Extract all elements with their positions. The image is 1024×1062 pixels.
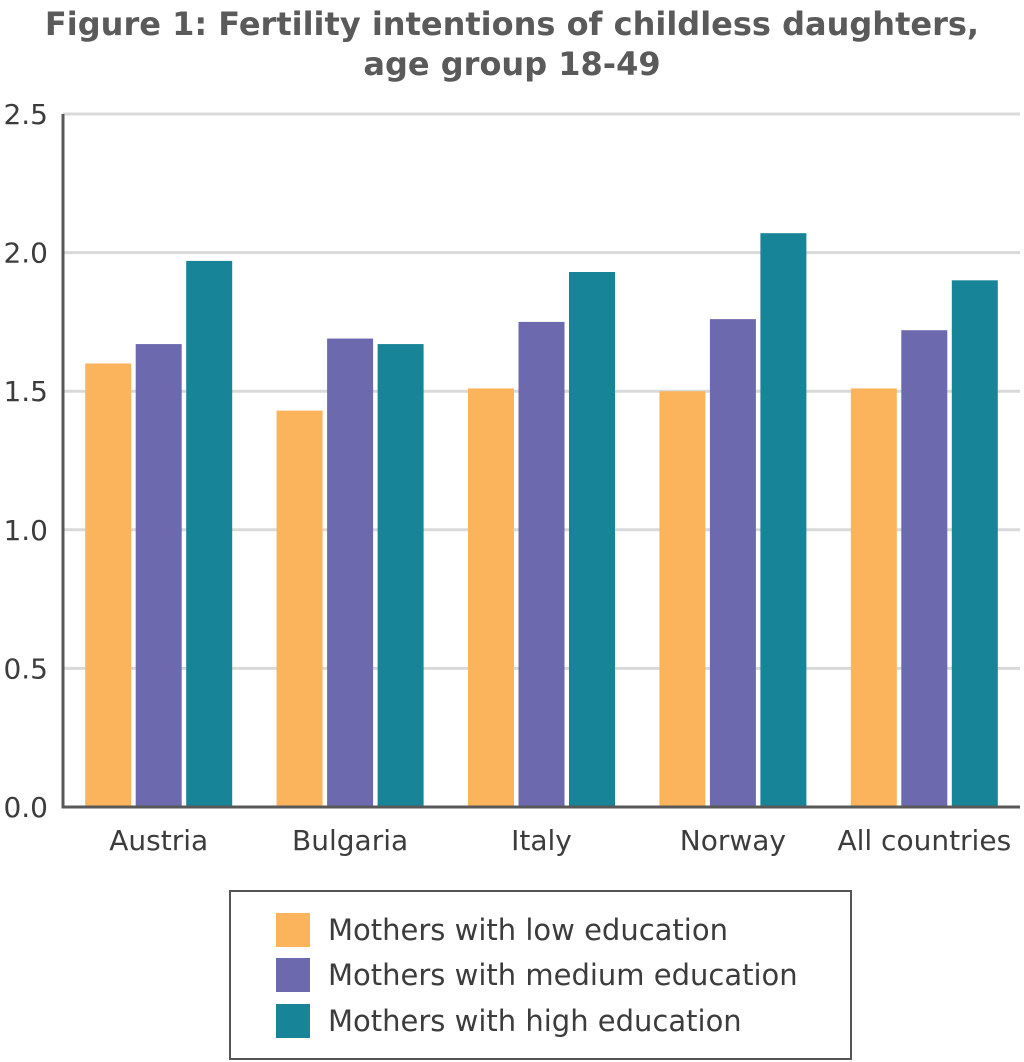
- bars: [85, 233, 998, 808]
- bar: [901, 330, 948, 807]
- y-tick-label: 0.0: [3, 791, 48, 824]
- y-tick-label: 1.0: [3, 514, 48, 547]
- y-tick-label: 0.5: [3, 652, 48, 685]
- bar: [135, 344, 182, 807]
- legend-label-low: Mothers with low education: [328, 913, 728, 947]
- bar: [709, 319, 756, 807]
- bar: [186, 260, 233, 807]
- legend-item-medium: Mothers with medium education: [276, 957, 798, 993]
- legend-label-medium: Mothers with medium education: [328, 958, 798, 992]
- bar: [760, 233, 807, 808]
- x-category-label: All countries: [837, 824, 1011, 857]
- x-category-label: Austria: [109, 824, 208, 857]
- bar: [327, 338, 374, 807]
- x-category-label: Norway: [680, 824, 786, 857]
- axis-labels: 0.0 0.5 1.0 1.5 2.0 2.5 Austria Bulgaria Italy No…: [3, 98, 1011, 857]
- bar-chart: 0.0 0.5 1.0 1.5 2.0 2.5 Austria Bulgaria Italy No…: [3, 98, 1020, 857]
- bar: [951, 280, 998, 807]
- axes: [61, 114, 1020, 809]
- bar: [850, 388, 897, 807]
- bar: [468, 388, 514, 807]
- legend-label-high: Mothers with high education: [328, 1004, 742, 1038]
- bar: [85, 363, 132, 807]
- y-tick-label: 2.0: [3, 237, 48, 270]
- bar: [276, 410, 323, 807]
- legend: Mothers with low education Mothers with …: [229, 890, 852, 1060]
- legend-swatch-low: [276, 913, 310, 947]
- legend-item-high: Mothers with high education: [276, 1003, 742, 1039]
- bar: [518, 321, 565, 807]
- chart-title-line-1: Figure 1: Fertility intentions of childl…: [44, 5, 980, 43]
- bar: [659, 391, 706, 807]
- chart-title: Figure 1: Fertility intentions of childl…: [0, 4, 1024, 84]
- legend-item-low: Mothers with low education: [276, 912, 728, 948]
- x-category-label: Bulgaria: [292, 824, 408, 857]
- bar: [377, 344, 424, 807]
- y-tick-label: 1.5: [3, 375, 48, 408]
- y-tick-label: 2.5: [3, 98, 48, 131]
- chart-title-line-2: age group 18-49: [363, 45, 661, 83]
- legend-swatch-medium: [276, 958, 310, 992]
- legend-swatch-high: [276, 1004, 310, 1038]
- bar: [569, 272, 615, 807]
- x-category-label: Italy: [511, 824, 572, 857]
